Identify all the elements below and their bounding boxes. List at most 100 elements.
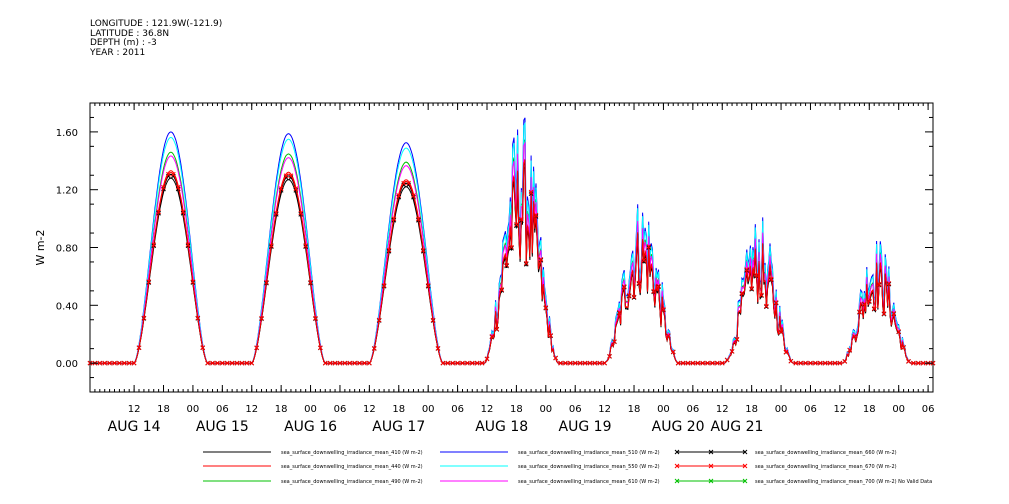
series-marker <box>264 279 269 285</box>
series-marker <box>156 209 161 215</box>
depth-label: DEPTH (m) : -3 <box>90 38 157 48</box>
series-marker <box>714 360 720 366</box>
series-marker <box>362 360 367 366</box>
series-marker <box>822 360 828 366</box>
legend-marker <box>708 478 714 484</box>
series-marker <box>313 315 318 321</box>
series-group <box>87 117 936 366</box>
legend-marker <box>742 463 748 469</box>
legend-marker <box>674 463 680 469</box>
series-marker <box>710 360 715 366</box>
series-marker <box>141 315 147 321</box>
series-marker <box>896 329 902 334</box>
series-marker <box>273 210 279 216</box>
series-marker <box>121 360 127 366</box>
series-marker <box>817 360 823 366</box>
x-day-label: AUG 17 <box>372 419 425 435</box>
series-marker <box>509 244 514 250</box>
series-marker <box>239 360 245 366</box>
series-marker <box>543 305 549 311</box>
series-marker <box>759 292 764 298</box>
series-marker <box>641 259 647 264</box>
series-marker <box>803 360 808 366</box>
series-marker <box>832 360 838 366</box>
series-marker <box>813 360 818 366</box>
series-marker <box>268 243 274 248</box>
series-marker <box>219 360 225 366</box>
series-marker <box>734 336 740 342</box>
series-marker <box>465 360 470 366</box>
x-tick-label: 06 <box>216 404 229 415</box>
series-marker <box>342 360 348 366</box>
series-marker <box>215 360 220 366</box>
series-marker <box>406 180 411 186</box>
legend-label: sea_surface_downwelling_irradiance_mean_… <box>755 479 932 485</box>
series-marker <box>827 360 833 366</box>
series-marker <box>401 180 407 186</box>
series-marker <box>205 360 210 366</box>
x-tick-label: 06 <box>569 404 582 415</box>
series-marker <box>764 303 769 309</box>
series-marker <box>371 346 377 351</box>
series-marker <box>126 360 132 366</box>
series-marker <box>278 186 284 192</box>
series-marker <box>523 261 529 267</box>
series-marker <box>386 247 392 253</box>
series-marker <box>847 347 853 353</box>
series-marker <box>744 267 750 272</box>
series-marker <box>626 293 632 298</box>
x-tick-label: 18 <box>863 404 876 415</box>
series-marker <box>857 309 862 315</box>
x-tick-label: 12 <box>128 404 141 415</box>
series-marker <box>920 360 926 366</box>
series-marker <box>891 310 897 316</box>
series-marker <box>661 307 666 312</box>
x-day-label: AUG 21 <box>710 419 763 435</box>
series-marker <box>670 349 676 355</box>
x-tick-label: 00 <box>657 404 670 415</box>
series-marker <box>308 279 313 285</box>
x-tick-label: 00 <box>539 404 552 415</box>
series-marker <box>254 345 259 351</box>
series-marker <box>244 360 250 366</box>
y-tick-label: 0.40 <box>56 301 78 312</box>
x-day-label: AUG 16 <box>284 419 337 435</box>
legend-label: sea_surface_downwelling_irradiance_mean_… <box>755 464 897 470</box>
series-marker <box>97 360 103 366</box>
series-marker <box>577 360 583 366</box>
series-marker <box>665 333 671 338</box>
x-tick-label: 12 <box>481 404 494 415</box>
series-marker <box>102 360 108 366</box>
series-marker <box>509 245 514 251</box>
series-marker <box>367 360 372 366</box>
series-marker <box>700 360 705 366</box>
series-marker <box>685 360 691 366</box>
legend-label: sea_surface_downwelling_irradiance_mean_… <box>755 450 897 456</box>
series-marker <box>783 349 789 355</box>
x-tick-label: 12 <box>245 404 258 415</box>
series-marker <box>636 280 642 286</box>
series-marker <box>479 360 485 366</box>
series-marker <box>719 360 725 366</box>
series-marker <box>420 247 426 253</box>
series-marker <box>151 242 157 247</box>
series-marker <box>484 356 490 362</box>
series-marker <box>190 279 196 285</box>
series-marker <box>499 287 505 293</box>
series-marker <box>651 288 656 294</box>
x-tick-label: 18 <box>157 404 170 415</box>
series-marker <box>175 184 181 190</box>
series-marker <box>695 360 701 366</box>
series-marker <box>587 360 593 366</box>
x-tick-label: 18 <box>745 404 758 415</box>
x-tick-label: 18 <box>392 404 405 415</box>
series-marker <box>396 193 402 198</box>
series-marker <box>558 360 563 366</box>
legend-marker <box>742 449 748 455</box>
series-marker <box>504 263 509 269</box>
series-marker <box>185 242 191 247</box>
series-marker <box>180 209 186 215</box>
x-tick-label: 18 <box>510 404 523 415</box>
series-marker <box>754 272 759 278</box>
series-marker <box>131 360 137 366</box>
